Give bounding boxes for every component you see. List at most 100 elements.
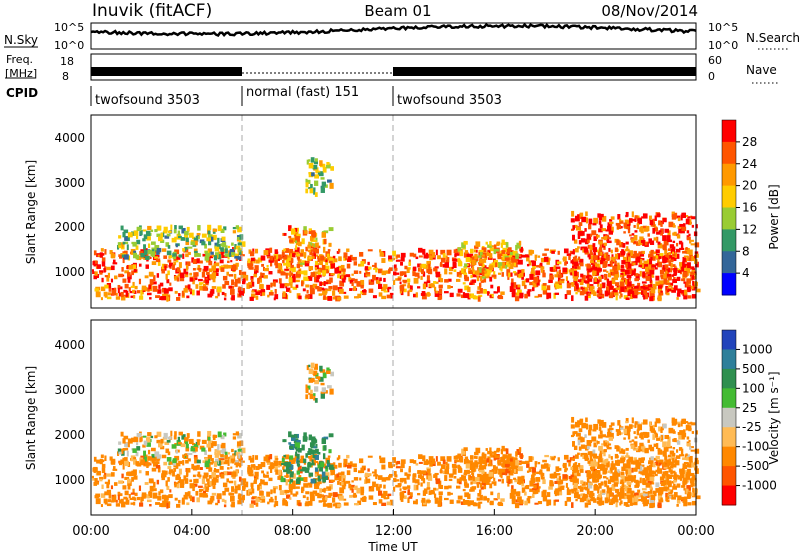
velocity-cell <box>222 448 227 454</box>
velocity-cell <box>607 443 612 446</box>
power-cell <box>148 285 152 290</box>
velocity-cell <box>281 463 285 466</box>
velocity-cell <box>570 476 573 483</box>
power-cell <box>388 259 393 262</box>
velocity-cell <box>637 424 643 431</box>
power-cell <box>294 240 298 244</box>
velocity-cell <box>240 481 246 485</box>
velocity-cell <box>290 490 293 495</box>
velocity-cell <box>364 472 369 477</box>
velocity-cell <box>657 492 663 496</box>
velocity-cell <box>610 422 615 426</box>
power-cell <box>270 255 274 261</box>
power-cell <box>476 255 482 258</box>
power-cell <box>303 276 309 281</box>
power-cell <box>240 241 246 247</box>
power-cell <box>224 280 230 286</box>
velocity-cell <box>227 452 230 455</box>
velocity-cell <box>623 437 626 440</box>
velocity-cell <box>207 481 211 488</box>
power-cell <box>598 220 602 225</box>
power-cell <box>574 280 578 287</box>
velocity-cell <box>573 431 578 435</box>
power-cell <box>468 267 471 274</box>
power-cell <box>554 274 558 278</box>
power-cell <box>676 234 681 239</box>
power-cell <box>216 243 221 250</box>
power-cell <box>317 268 321 275</box>
power-cell <box>601 282 606 288</box>
power-cell <box>477 286 481 290</box>
power-cell <box>361 289 367 293</box>
velocity-cell <box>174 482 177 488</box>
velocity-cell <box>440 464 446 470</box>
power-cell <box>572 225 576 230</box>
noise-right-tick-top: 10^5 <box>708 21 738 34</box>
velocity-cell <box>270 467 273 473</box>
power-cell <box>489 269 493 273</box>
power-cell <box>417 275 420 279</box>
power-cell <box>615 222 621 226</box>
velocity-cell <box>642 419 647 424</box>
velocity-cell <box>176 503 181 508</box>
power-cell <box>395 259 401 262</box>
velocity-cell <box>378 490 383 496</box>
velocity-cell <box>666 460 671 466</box>
power-cell <box>241 271 245 277</box>
power-cell <box>365 269 368 273</box>
power-cell <box>667 257 670 263</box>
velocity-cell <box>665 492 668 498</box>
power-cell <box>203 280 207 283</box>
velocity-cell <box>667 454 671 458</box>
power-cell <box>313 187 316 191</box>
power-cell <box>397 278 402 281</box>
velocity-cell <box>96 470 101 476</box>
power-cell <box>601 228 607 232</box>
power-cell <box>202 253 208 257</box>
velocity-cell <box>196 464 200 470</box>
velocity-cell <box>409 492 413 498</box>
station-title: Inuvik (fitACF) <box>92 1 212 21</box>
power-cell <box>263 268 269 272</box>
velocity-cell <box>305 491 310 495</box>
velocity-cell <box>478 501 483 504</box>
velocity-cell <box>607 428 611 434</box>
power-cell <box>220 247 224 251</box>
velocity-cell <box>546 467 550 472</box>
power-cell <box>590 267 593 272</box>
power-cell <box>394 267 398 271</box>
velocity-cell <box>638 457 643 461</box>
power-cell <box>468 293 471 297</box>
power-cell <box>314 276 317 283</box>
power-cell <box>163 293 169 297</box>
power-cell <box>690 275 694 281</box>
velocity-cell <box>521 487 526 493</box>
power-cell <box>687 262 691 269</box>
power-cell <box>198 278 203 282</box>
power-cell <box>511 262 517 267</box>
velocity-cell <box>554 499 560 502</box>
power-cell <box>263 250 269 256</box>
power-cell <box>336 266 340 272</box>
velocity-cell <box>662 471 666 476</box>
velocity-cell <box>379 455 382 459</box>
power-cell <box>92 261 96 266</box>
power-cell <box>289 290 292 294</box>
velocity-cell <box>656 462 661 467</box>
velocity-cell <box>295 486 300 489</box>
velocity-ytick-4000: 4000 <box>54 338 85 352</box>
power-cell <box>444 262 450 268</box>
power-cell <box>479 251 483 256</box>
power-cell <box>422 283 426 290</box>
velocity-cell <box>387 493 392 497</box>
velocity-cell <box>319 466 323 472</box>
power-cell <box>452 261 457 268</box>
power-cell <box>692 272 696 275</box>
velocity-cell <box>319 365 323 372</box>
power-cell <box>103 291 108 297</box>
power-cell <box>408 289 413 293</box>
power-cell <box>278 278 282 284</box>
power-cell <box>591 230 597 236</box>
velocity-cell <box>624 425 629 431</box>
velocity-cell <box>453 476 457 479</box>
